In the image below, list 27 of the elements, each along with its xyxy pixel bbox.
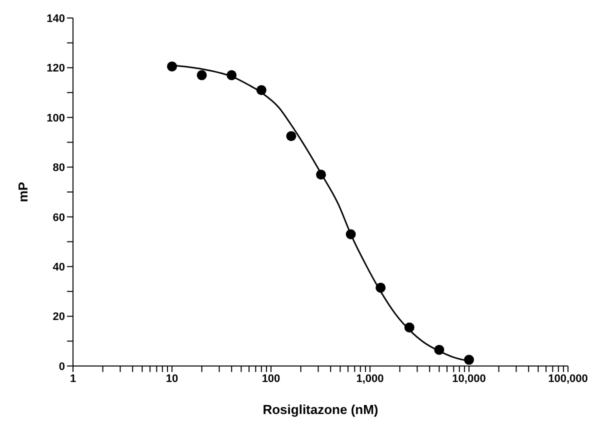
y-tick-label: 20 — [52, 311, 65, 324]
x-tick-label: 100,000 — [548, 372, 588, 385]
point — [256, 85, 266, 96]
y-tick-label: 60 — [52, 212, 65, 224]
point — [196, 70, 207, 80]
x-tick-label: 10,000 — [452, 372, 486, 385]
y-tick-label: 120 — [46, 62, 65, 75]
y-tick-label: 40 — [52, 261, 65, 274]
point — [167, 61, 177, 72]
point — [434, 344, 444, 355]
x-tick-label: 1 — [70, 372, 76, 385]
x-tick-label: 10 — [166, 372, 178, 385]
point — [316, 170, 326, 180]
point — [376, 282, 386, 293]
point — [346, 229, 356, 240]
y-tick-label: 140 — [46, 12, 65, 25]
y-tick-label: 80 — [52, 162, 65, 174]
x-tick-label: 1,000 — [356, 372, 384, 385]
x-tick-label: 100 — [262, 372, 280, 385]
point — [404, 322, 414, 332]
y-axis-title: mP — [16, 182, 31, 202]
point — [226, 70, 237, 80]
x-axis-title: Rosiglitazone (nM) — [262, 402, 378, 417]
y-tick-label: 100 — [46, 112, 65, 124]
point — [286, 131, 296, 142]
point — [464, 354, 474, 365]
y-tick-label: 0 — [58, 360, 65, 373]
